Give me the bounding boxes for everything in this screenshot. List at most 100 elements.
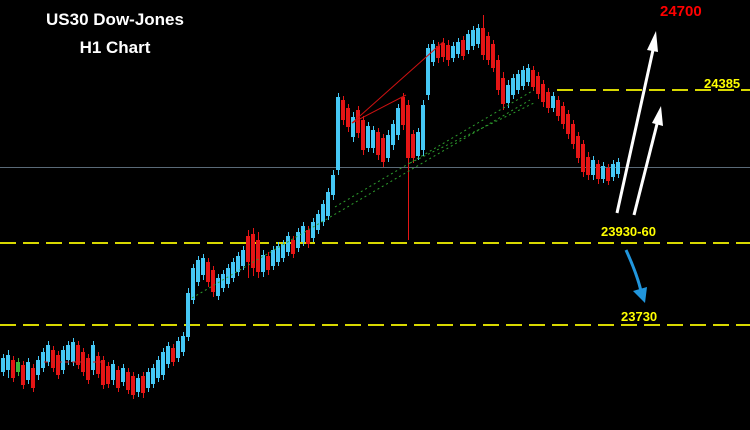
bullish-projection-arrow-short-head (652, 106, 663, 126)
candle-body (16, 362, 20, 372)
candle-body (586, 157, 590, 175)
candle-body (131, 376, 135, 395)
candle-body (391, 124, 395, 145)
candle-body (556, 100, 560, 116)
candle-body (366, 126, 370, 148)
candle-body (321, 204, 325, 222)
candle-body (596, 164, 600, 179)
candle-body (546, 92, 550, 108)
candle-body (356, 110, 360, 133)
candle-body (166, 346, 170, 364)
candle-body (266, 256, 270, 270)
candle-body (581, 144, 585, 172)
candle-body (441, 43, 445, 57)
bullish-projection-arrow-short (632, 123, 659, 216)
candle-body (426, 48, 430, 95)
candle-body (576, 136, 580, 158)
candle-body (476, 28, 480, 44)
candle-body (86, 358, 90, 380)
candle-body (36, 360, 40, 375)
candle-body (41, 352, 45, 368)
candle-body (76, 345, 80, 365)
candle-body (296, 232, 300, 248)
candle-body (336, 97, 340, 170)
candle-body (611, 164, 615, 177)
candle-body (236, 256, 240, 272)
candle-body (241, 250, 245, 266)
candle-body (466, 34, 470, 50)
candle-body (431, 44, 435, 62)
candle-body (111, 364, 115, 380)
candle-body (436, 46, 440, 58)
candle-body (531, 70, 535, 87)
candle-body (351, 117, 355, 137)
price-level-label-23930-60: 23930-60 (601, 224, 656, 239)
candle-body (181, 336, 185, 352)
candle-body (481, 28, 485, 55)
candle-body (616, 162, 620, 174)
candle-body (591, 160, 595, 175)
chart-title-line2: H1 Chart (79, 38, 151, 57)
candle-body (281, 244, 285, 258)
candle-body (81, 352, 85, 372)
candle-body (11, 360, 15, 378)
candle-body (6, 355, 10, 370)
candle-body (521, 70, 525, 86)
candle-body (96, 356, 100, 374)
candle-body (156, 360, 160, 378)
candle-body (136, 378, 140, 392)
candle-body (251, 234, 255, 268)
candle-body (201, 258, 205, 275)
candle-body (401, 97, 405, 125)
candle-body (551, 96, 555, 108)
candle-body (446, 45, 450, 60)
candle-body (66, 345, 70, 360)
candle-body (261, 255, 265, 272)
candle-body (246, 236, 250, 262)
candle-body (341, 100, 345, 120)
candle-body (226, 268, 230, 284)
candle-body (301, 226, 305, 242)
candle-body (471, 30, 475, 46)
candle-body (56, 355, 60, 375)
candle-body (276, 246, 280, 262)
candle-body (221, 274, 225, 288)
candle-body (501, 78, 505, 104)
candle-body (561, 106, 565, 124)
candle-body (61, 350, 65, 370)
candle-body (126, 372, 130, 390)
candle-body (396, 108, 400, 135)
candle-body (151, 368, 155, 384)
candle-body (186, 293, 190, 337)
candle-body (1, 358, 5, 372)
candle-body (606, 168, 610, 181)
price-level-label-24700: 24700 (660, 3, 702, 20)
candle-body (406, 105, 410, 158)
candle-body (306, 230, 310, 244)
chart-title: US30 Dow-Jones H1 Chart (0, 6, 230, 62)
candle-body (146, 372, 150, 388)
candle-body (601, 166, 605, 179)
candle-body (491, 44, 495, 68)
candle-body (116, 370, 120, 388)
candle-body (256, 240, 260, 272)
candle-body (361, 120, 365, 150)
candle-body (121, 368, 125, 382)
bearish-projection-arrow (624, 249, 643, 292)
candle-body (416, 132, 420, 156)
candle-body (571, 124, 575, 144)
candle-body (496, 60, 500, 90)
candle-body (191, 268, 195, 300)
candle-body (486, 36, 490, 60)
candle-body (331, 175, 335, 195)
price-level-label-24385: 24385 (704, 76, 741, 91)
candle-body (371, 130, 375, 148)
candle-body (231, 262, 235, 278)
candle-body (171, 348, 175, 362)
candle-body (91, 345, 95, 370)
candle-body (311, 222, 315, 238)
candle-body (326, 192, 330, 216)
candle-body (216, 278, 220, 296)
candle-body (451, 46, 455, 58)
candle-body (161, 352, 165, 375)
